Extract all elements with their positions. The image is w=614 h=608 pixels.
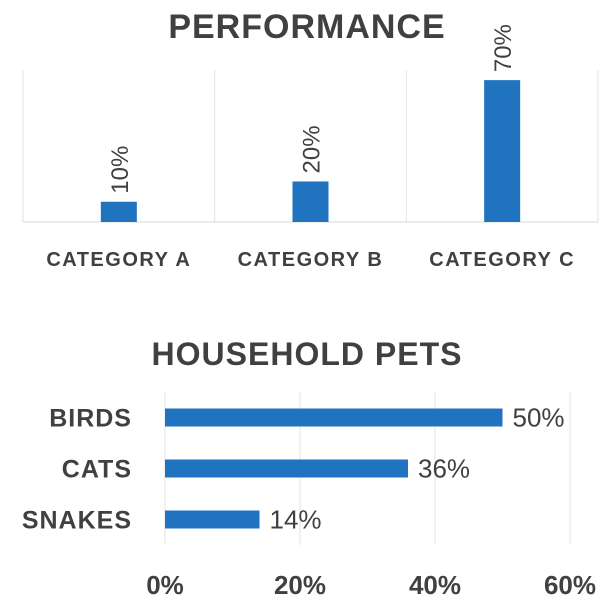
pets-category-label: CATS — [62, 456, 132, 484]
pets-category-label: SNAKES — [22, 507, 132, 535]
pets-bar — [165, 510, 260, 529]
household-pets-chart-title: HOUSEHOLD PETS — [151, 336, 463, 372]
perf-data-label: 70% — [490, 24, 517, 72]
perf-data-label: 20% — [299, 125, 326, 173]
perf-category-label: CATEGORY A — [46, 249, 191, 271]
pets-bar — [165, 408, 503, 427]
perf-data-label: 10% — [107, 146, 134, 194]
perf-category-label: CATEGORY C — [429, 249, 575, 271]
pets-data-label: 50% — [513, 403, 565, 433]
perf-bar — [292, 181, 329, 222]
perf-bar — [100, 201, 137, 222]
pets-category-label: BIRDS — [49, 405, 132, 433]
perf-bar — [484, 80, 521, 222]
perf-category-label: CATEGORY B — [238, 249, 384, 271]
pets-data-label: 14% — [270, 505, 322, 535]
pets-tick-label: 60% — [544, 570, 596, 600]
pets-tick-label: 40% — [409, 570, 461, 600]
pets-bar — [165, 459, 408, 478]
pets-data-label: 36% — [418, 454, 470, 484]
performance-chart-title: PERFORMANCE — [168, 8, 446, 46]
pets-tick-label: 20% — [274, 570, 326, 600]
pets-tick-label: 0% — [146, 570, 184, 600]
